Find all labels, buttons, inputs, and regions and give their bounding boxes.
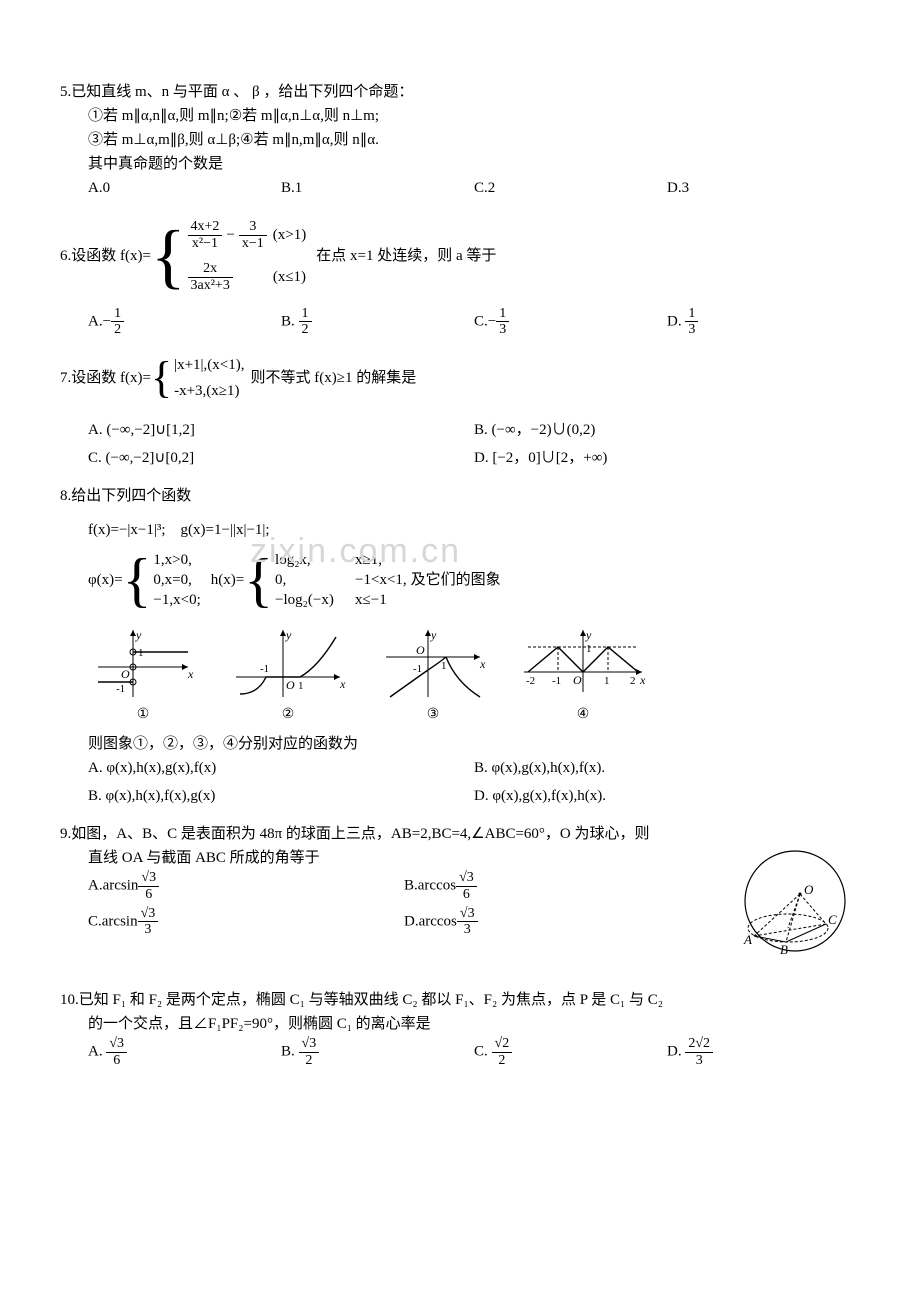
svg-text:O: O — [416, 643, 425, 657]
svg-text:O: O — [286, 678, 295, 692]
q6-frac2: 2x3ax²+3 — [188, 261, 233, 293]
q10-stem: 10.已知 F₁ 和 F₂ 是两个定点，椭圆 C₁ 与等轴双曲线 C₂ 都以 F… — [60, 988, 860, 1012]
svg-text:B: B — [780, 942, 788, 957]
q7-optA: A. (−∞,−2]∪[1,2] — [88, 418, 474, 442]
q9-stem: 9.如图，A、B、C 是表面积为 48π 的球面上三点，AB=2,BC=4,∠A… — [60, 822, 860, 846]
q5-optA: A.0 — [88, 176, 281, 200]
q6-frac1a: 4x+2x²−1 — [188, 219, 223, 251]
q8-f: f(x)=−|x−1|³; g(x)=1−||x|−1|; — [88, 518, 860, 542]
q10-optA: A. √36 — [88, 1036, 281, 1068]
brace-icon: { — [244, 555, 273, 605]
svg-text:1: 1 — [298, 680, 304, 692]
q10-line2: 的一个交点，且∠F₁PF₂=90°，则椭圆 C₁ 的离心率是 — [88, 1012, 860, 1036]
q6-piecewise: 4x+2x²−1 − 3x−1 (x>1) 2x3ax²+3 (x≤1) — [188, 214, 307, 298]
q6-optD: D. 13 — [667, 306, 860, 338]
svg-text:O: O — [121, 667, 130, 681]
q5-optD: D.3 — [667, 176, 860, 200]
problem-8: 8.给出下列四个函数 zixin.com.cn f(x)=−|x−1|³; g(… — [60, 484, 860, 808]
q10-optB: B. √32 — [281, 1036, 474, 1068]
graph-3: y x O -1 1 ③ — [378, 622, 488, 726]
q8-optA: A. φ(x),h(x),g(x),f(x) — [88, 756, 474, 780]
svg-text:y: y — [585, 628, 592, 642]
q6-optB: B. 12 — [281, 306, 474, 338]
q8-optD: D. φ(x),g(x),f(x),h(x). — [474, 784, 860, 808]
q9-optD: D.arccos√33 — [404, 906, 720, 938]
svg-text:1: 1 — [138, 647, 144, 659]
svg-text:y: y — [430, 628, 437, 642]
svg-text:1: 1 — [441, 660, 447, 672]
svg-text:C: C — [828, 912, 837, 927]
q6-optA: A.−12 — [88, 306, 281, 338]
q7-piecewise: |x+1|,(x<1), -x+3,(x≥1) — [174, 352, 244, 404]
q6-optC: C.−13 — [474, 306, 667, 338]
problem-7: 7.设函数 f(x)= { |x+1|,(x<1), -x+3,(x≥1) 则不… — [60, 352, 860, 470]
svg-text:x: x — [339, 677, 346, 691]
q7-optC: C. (−∞,−2]∪[0,2] — [88, 446, 474, 470]
q7-lead: 7.设函数 f(x)= — [60, 366, 151, 390]
q7-optB: B. (−∞，−2)∪(0,2) — [474, 418, 860, 442]
q8-optB: B. φ(x),g(x),h(x),f(x). — [474, 756, 860, 780]
svg-text:x: x — [639, 673, 646, 687]
svg-text:y: y — [285, 628, 292, 642]
q6-tail: 在点 x=1 处连续，则 a 等于 — [316, 244, 496, 268]
brace-icon: { — [151, 359, 172, 397]
graph-2: y x O -1 1 ② — [228, 622, 348, 726]
q8-stem: 8.给出下列四个函数 — [60, 484, 860, 508]
svg-text:x: x — [479, 657, 486, 671]
q8-graphs: y x O 1 -1 ① y x O -1 1 ② — [88, 622, 860, 726]
svg-text:-1: -1 — [116, 683, 125, 695]
svg-text:-1: -1 — [260, 663, 269, 675]
q8-optC: B. φ(x),h(x),f(x),g(x) — [88, 784, 474, 808]
q9-optA: A.arcsin√36 — [88, 870, 404, 902]
problem-9: 9.如图，A、B、C 是表面积为 48π 的球面上三点，AB=2,BC=4,∠A… — [60, 822, 860, 974]
svg-text:y: y — [135, 628, 142, 642]
brace-icon: { — [151, 225, 186, 287]
svg-text:A: A — [743, 932, 752, 947]
q10-optC: C. √22 — [474, 1036, 667, 1068]
graph-4: y x O -2 -1 1 2 1 ④ — [518, 622, 648, 726]
svg-text:-1: -1 — [413, 663, 422, 675]
svg-text:x: x — [187, 667, 194, 681]
q5-optB: B.1 — [281, 176, 474, 200]
q9-optC: C.arcsin√33 — [88, 906, 404, 938]
svg-text:O: O — [573, 673, 582, 687]
q9-optB: B.arccos√36 — [404, 870, 720, 902]
q5-line1: ①若 m∥α,n∥α,则 m∥n;②若 m∥α,n⊥α,则 n⊥m; — [88, 104, 860, 128]
svg-text:2: 2 — [630, 675, 636, 687]
sphere-figure: O A B C — [730, 846, 860, 974]
problem-10: 10.已知 F₁ 和 F₂ 是两个定点，椭圆 C₁ 与等轴双曲线 C₂ 都以 F… — [60, 988, 860, 1068]
q5-optC: C.2 — [474, 176, 667, 200]
svg-text:O: O — [804, 882, 814, 897]
graph-1: y x O 1 -1 ① — [88, 622, 198, 726]
q6-lead: 6.设函数 f(x)= — [60, 244, 151, 268]
q7-optD: D. [−2，0]∪[2，+∞) — [474, 446, 860, 470]
problem-5: 5.已知直线 m、n 与平面 α 、 β ，给出下列四个命题： ①若 m∥α,n… — [60, 80, 860, 200]
svg-text:-2: -2 — [526, 675, 535, 687]
q5-line3: 其中真命题的个数是 — [88, 152, 860, 176]
problem-6: 6.设函数 f(x)= { 4x+2x²−1 − 3x−1 (x>1) 2x3a… — [60, 214, 860, 338]
svg-text:1: 1 — [586, 643, 592, 655]
q5-stem: 5.已知直线 m、n 与平面 α 、 β ，给出下列四个命题： — [60, 80, 860, 104]
q8-ask: 则图象①，②，③，④分别对应的函数为 — [88, 732, 860, 756]
q10-optD: D. 2√23 — [667, 1036, 860, 1068]
brace-icon: { — [123, 555, 152, 605]
q6-frac1b: 3x−1 — [239, 219, 267, 251]
svg-text:-1: -1 — [552, 675, 561, 687]
q5-line2: ③若 m⊥α,m∥β,则 α⊥β;④若 m∥n,m∥α,则 n∥α. — [88, 128, 860, 152]
svg-text:1: 1 — [604, 675, 610, 687]
q7-tail: 则不等式 f(x)≥1 的解集是 — [251, 366, 417, 390]
